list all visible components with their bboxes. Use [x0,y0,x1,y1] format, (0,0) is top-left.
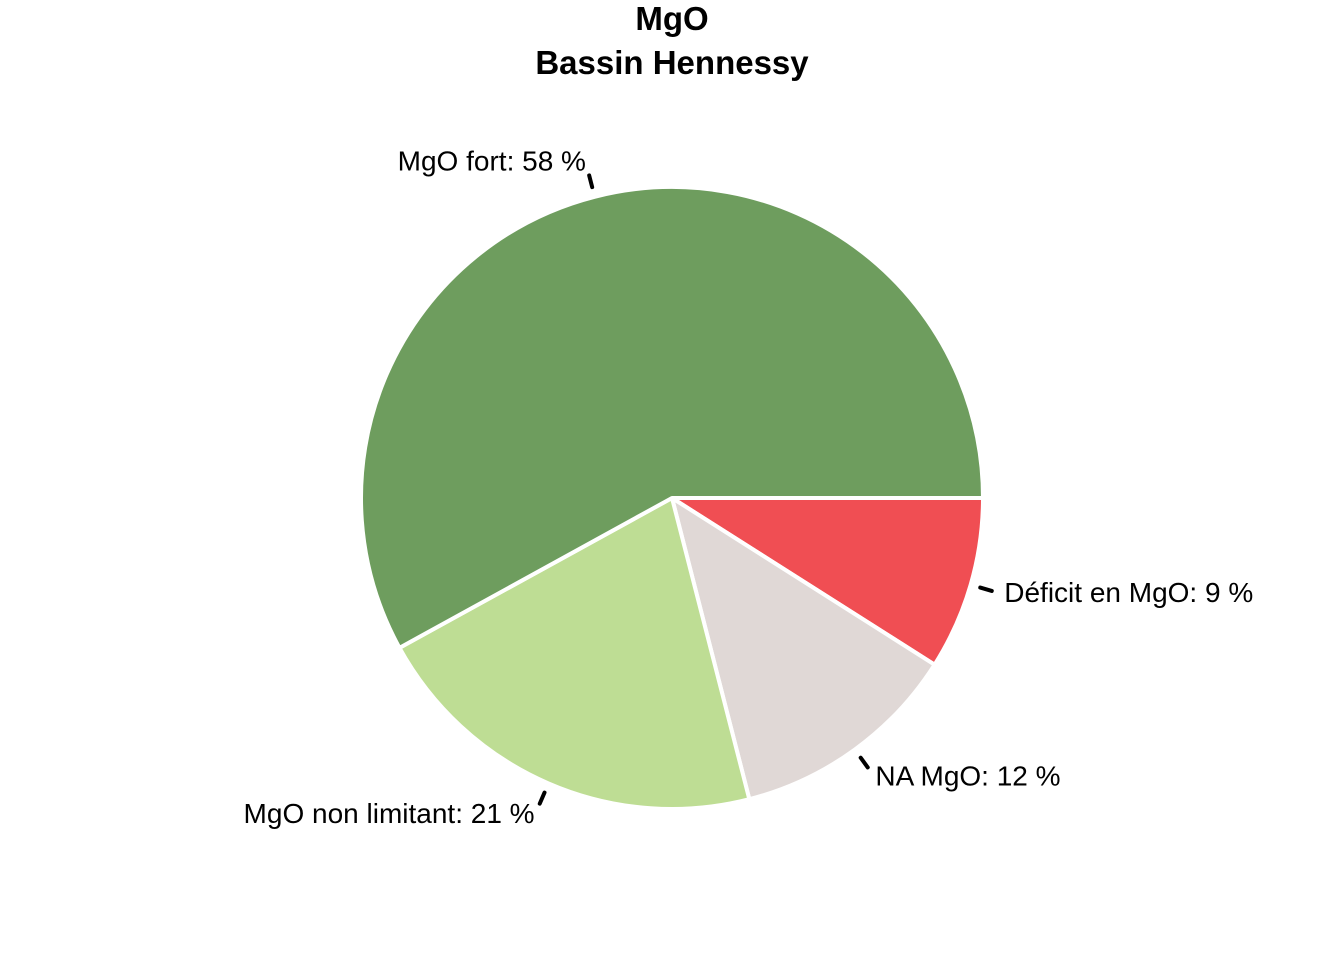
slice-label-tick [537,790,547,806]
pie-slice [670,496,937,802]
slice-label-tick [858,755,870,770]
slice-label: Déficit en MgO: 9 % [1004,577,1253,608]
pie-slice [397,496,752,811]
slice-label: NA MgO: 12 % [875,760,1060,791]
chart-title: MgO [635,0,709,37]
pie-slice [359,185,985,650]
slice-label-tick [587,173,595,190]
slice-label-tick [978,585,994,593]
chart-subtitle: Bassin Hennessy [535,44,809,81]
pie-slice [670,496,985,667]
slice-label: MgO non limitant: 21 % [244,798,535,829]
slice-label: MgO fort: 58 % [398,145,586,176]
